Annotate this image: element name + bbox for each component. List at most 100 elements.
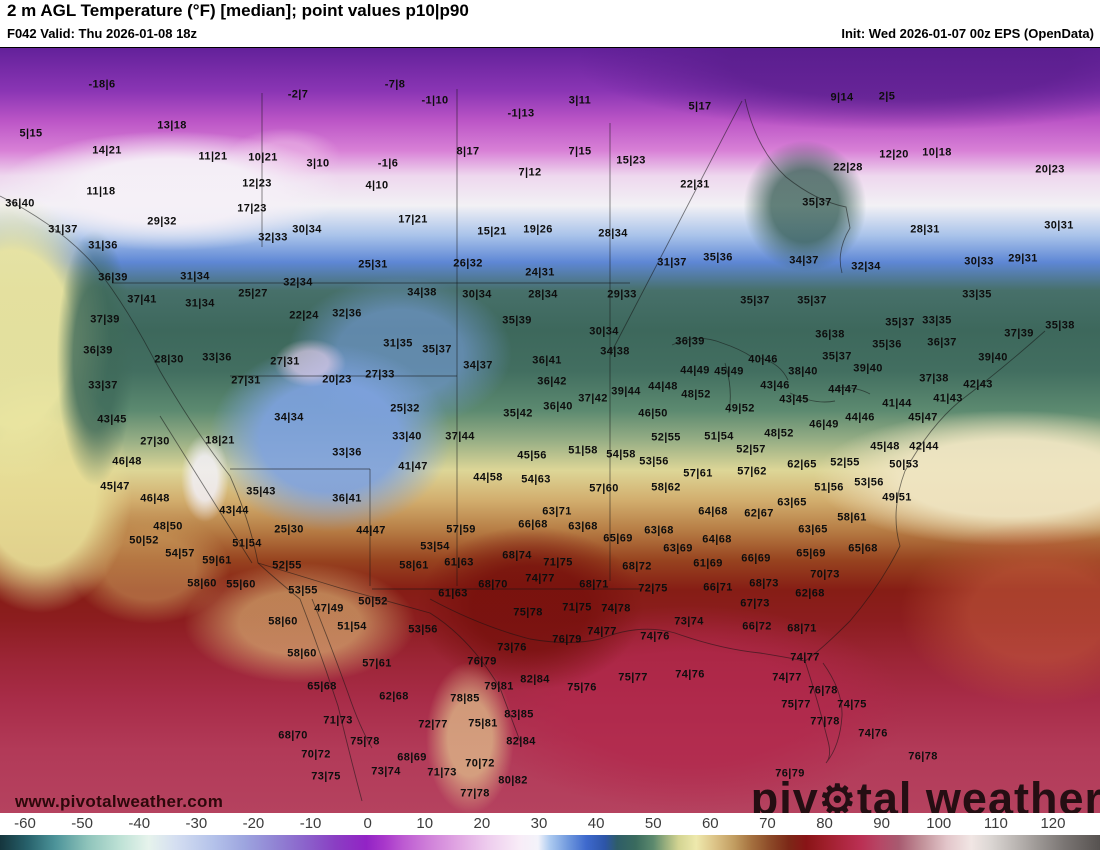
point-value: 27|30 bbox=[140, 435, 170, 448]
point-value: 58|60 bbox=[287, 647, 317, 660]
point-value: 58|60 bbox=[268, 615, 298, 628]
point-value: 45|56 bbox=[517, 449, 547, 462]
point-value: 30|34 bbox=[292, 223, 322, 236]
point-value: 53|56 bbox=[854, 476, 884, 489]
point-value: 73|74 bbox=[371, 765, 401, 778]
point-value: 58|61 bbox=[399, 559, 429, 572]
point-value: 22|28 bbox=[833, 161, 863, 174]
point-value: 68|71 bbox=[579, 578, 609, 591]
point-value: 71|73 bbox=[427, 766, 457, 779]
point-value: 63|65 bbox=[798, 523, 828, 536]
point-value: 57|61 bbox=[362, 657, 392, 670]
colorbar-ticks: -60 -50 -40 -30 -20 -10 0 10 20 30 40 50 60 70 80 90 100… bbox=[0, 813, 1100, 835]
point-value: 32|34 bbox=[851, 260, 881, 273]
colorbar-tick-label: -50 bbox=[71, 815, 93, 832]
point-value: 61|63 bbox=[438, 587, 468, 600]
point-value: 35|36 bbox=[703, 251, 733, 264]
point-value: 51|58 bbox=[568, 444, 598, 457]
point-value: 33|35 bbox=[922, 314, 952, 327]
point-value: 59|61 bbox=[202, 554, 232, 567]
point-value: 68|73 bbox=[749, 577, 779, 590]
point-value: 68|71 bbox=[787, 622, 817, 635]
point-value: 80|82 bbox=[498, 774, 528, 787]
point-value: 18|21 bbox=[205, 434, 235, 447]
point-value: 74|76 bbox=[675, 668, 705, 681]
point-value: 65|68 bbox=[307, 680, 337, 693]
point-value: 51|54 bbox=[337, 620, 367, 633]
point-value: 36|39 bbox=[675, 335, 705, 348]
point-value: 50|52 bbox=[358, 595, 388, 608]
point-value: 25|27 bbox=[238, 287, 268, 300]
colorbar-tick-label: 10 bbox=[416, 815, 434, 832]
point-value: 53|54 bbox=[420, 540, 450, 553]
point-value: 34|38 bbox=[407, 286, 437, 299]
map-canvas[interactable]: www.pivotalweather.com piv⚙tal weather -… bbox=[0, 47, 1100, 813]
point-value: 45|49 bbox=[714, 365, 744, 378]
point-value: 49|52 bbox=[725, 402, 755, 415]
point-value: 10|21 bbox=[248, 151, 278, 164]
point-value: 36|40 bbox=[543, 400, 573, 413]
point-value: 58|61 bbox=[837, 511, 867, 524]
point-value: 66|69 bbox=[741, 552, 771, 565]
point-value: 32|33 bbox=[258, 231, 288, 244]
point-value: 68|69 bbox=[397, 751, 427, 764]
point-value: 73|76 bbox=[497, 641, 527, 654]
point-value: 42|43 bbox=[963, 378, 993, 391]
watermark-brand: piv⚙tal weather bbox=[751, 776, 1100, 813]
colorbar-tick-label: 0 bbox=[363, 815, 372, 832]
colorbar-tick-label: 40 bbox=[587, 815, 605, 832]
point-value: 74|77 bbox=[525, 572, 555, 585]
point-value: 13|18 bbox=[157, 119, 187, 132]
point-value: 25|32 bbox=[390, 402, 420, 415]
point-value: 57|60 bbox=[589, 482, 619, 495]
point-value: 75|77 bbox=[781, 698, 811, 711]
point-value: 35|37 bbox=[822, 350, 852, 363]
point-value: 46|48 bbox=[140, 492, 170, 505]
point-value: 31|35 bbox=[383, 337, 413, 350]
point-value: 3|10 bbox=[306, 157, 330, 170]
point-value: 37|38 bbox=[919, 372, 949, 385]
point-value: 48|52 bbox=[764, 427, 794, 440]
point-value: 36|38 bbox=[815, 328, 845, 341]
colorbar-tick-label: -10 bbox=[299, 815, 322, 832]
point-value: 31|36 bbox=[88, 239, 118, 252]
point-value: 57|62 bbox=[737, 465, 767, 478]
point-value: 35|39 bbox=[502, 314, 532, 327]
point-value: 62|68 bbox=[379, 690, 409, 703]
coastline-boundaries bbox=[0, 89, 1046, 802]
point-value: 30|34 bbox=[462, 288, 492, 301]
point-value: 68|70 bbox=[478, 578, 508, 591]
point-value: 14|21 bbox=[92, 144, 122, 157]
point-value: 44|49 bbox=[680, 364, 710, 377]
point-value: 28|34 bbox=[598, 227, 628, 240]
point-value: 52|55 bbox=[830, 456, 860, 469]
point-value: 55|60 bbox=[226, 578, 256, 591]
point-value: 73|74 bbox=[674, 615, 704, 628]
point-value: 58|60 bbox=[187, 577, 217, 590]
point-value: 53|56 bbox=[408, 623, 438, 636]
colorbar-tick-label: 70 bbox=[759, 815, 776, 832]
point-value: 29|33 bbox=[607, 288, 637, 301]
point-value: -2|7 bbox=[287, 88, 309, 101]
watermark-url: www.pivotalweather.com bbox=[15, 792, 224, 811]
point-value: 48|52 bbox=[681, 388, 711, 401]
point-value: 35|37 bbox=[740, 294, 770, 307]
point-value: 71|73 bbox=[323, 714, 353, 727]
point-value: 28|30 bbox=[154, 353, 184, 366]
point-value: 54|57 bbox=[165, 547, 195, 560]
point-value: 12|20 bbox=[879, 148, 909, 161]
point-value: 44|48 bbox=[648, 380, 678, 393]
colorbar-tick-label: 80 bbox=[816, 815, 833, 832]
point-value: 35|43 bbox=[246, 485, 276, 498]
point-value: 27|31 bbox=[231, 374, 261, 387]
point-value: 57|59 bbox=[446, 523, 476, 536]
point-value: 33|35 bbox=[962, 288, 992, 301]
point-value: 43|44 bbox=[219, 504, 249, 517]
point-value: 47|49 bbox=[314, 602, 344, 615]
point-value: 27|31 bbox=[270, 355, 300, 368]
point-value: 44|58 bbox=[473, 471, 503, 484]
point-value: 67|73 bbox=[740, 597, 770, 610]
point-value: 76|79 bbox=[552, 633, 582, 646]
point-value: 17|23 bbox=[237, 202, 267, 215]
point-value: 37|39 bbox=[1004, 327, 1034, 340]
